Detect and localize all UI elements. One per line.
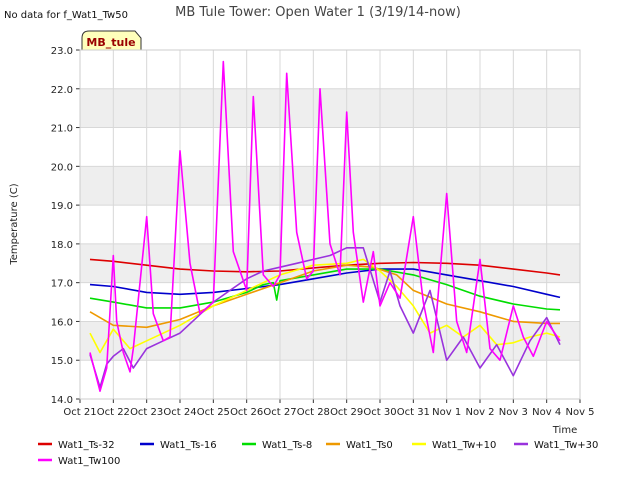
grid-band — [80, 88, 580, 128]
plot-frame — [79, 49, 581, 400]
x-tick-label: Nov 1 — [432, 407, 461, 418]
y-tick-label: 17.0 — [51, 279, 73, 290]
y-tick-label: 19.0 — [51, 201, 73, 212]
x-tick-label: Oct 22 — [97, 407, 130, 418]
series-line-wat1_tw+10 — [89, 258, 561, 354]
x-tick-label: Oct 23 — [130, 407, 163, 418]
series-line-wat1_tw100 — [89, 60, 561, 393]
x-tick-label: Oct 21 — [63, 407, 96, 418]
legend-label: Wat1_Tw+10 — [432, 440, 496, 451]
x-axis-label: Time — [552, 425, 577, 436]
x-tick-label: Oct 29 — [330, 407, 363, 418]
y-tick-label: 21.0 — [51, 124, 73, 135]
series-line-wat1_ts-16 — [89, 268, 561, 299]
y-tick-label: 18.0 — [51, 240, 73, 251]
no-data-note: No data for f_Wat1_Tw50 — [4, 10, 128, 21]
legend-label: Wat1_Ts0 — [346, 440, 393, 451]
y-tick-label: 15.0 — [51, 356, 73, 367]
legend-label: Wat1_Tw100 — [58, 456, 120, 467]
y-tick-label: 20.0 — [51, 162, 73, 173]
grid-band — [80, 166, 580, 206]
x-tick-label: Oct 24 — [163, 407, 196, 418]
grid-band — [80, 243, 580, 283]
legend-label: Wat1_Tw+30 — [534, 440, 598, 451]
x-tick-label: Oct 31 — [397, 407, 430, 418]
x-tick-label: Nov 4 — [532, 407, 561, 418]
x-tick-label: Nov 2 — [465, 407, 494, 418]
plot-area: 14.0 15.0 16.0 17.0 18.0 19.0 20.0 21.0 22.0 23.0… — [51, 46, 595, 418]
series-line-wat1_ts0 — [89, 264, 560, 329]
x-tick-label: Oct 27 — [263, 407, 296, 418]
legend: Wat1_Ts-32 Wat1_Ts-16 Wat1_Ts-8 Wat1_Ts0 Wat… — [38, 440, 598, 467]
legend-label: Wat1_Ts-32 — [58, 440, 115, 451]
series-line-wat1_ts-8 — [89, 268, 561, 311]
y-axis-label: Temperature (C) — [9, 183, 20, 265]
series-line-wat1_ts-32 — [89, 258, 561, 276]
legend-label: Wat1_Ts-16 — [160, 440, 217, 451]
chart-title: MB Tule Tower: Open Water 1 (3/19/14-now… — [175, 5, 461, 20]
x-tick-label: Nov 3 — [499, 407, 528, 418]
station-badge: MB_tule — [81, 30, 142, 51]
y-tick-label: 22.0 — [51, 85, 73, 96]
y-tick-label: 23.0 — [51, 46, 73, 57]
x-tick-label: Oct 28 — [297, 407, 330, 418]
y-tick-label: 16.0 — [51, 317, 73, 328]
x-tick-label: Nov 5 — [565, 407, 594, 418]
x-tick-label: Oct 25 — [197, 407, 230, 418]
legend-label: Wat1_Ts-8 — [262, 440, 312, 451]
x-tick-label: Oct 30 — [363, 407, 396, 418]
y-tick-label: 14.0 — [51, 395, 73, 406]
station-label: MB_tule — [86, 36, 135, 49]
x-tick-label: Oct 26 — [230, 407, 263, 418]
